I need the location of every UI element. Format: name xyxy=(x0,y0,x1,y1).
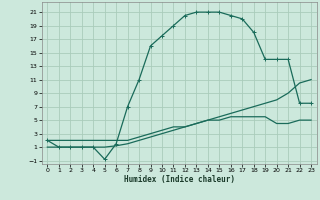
X-axis label: Humidex (Indice chaleur): Humidex (Indice chaleur) xyxy=(124,175,235,184)
